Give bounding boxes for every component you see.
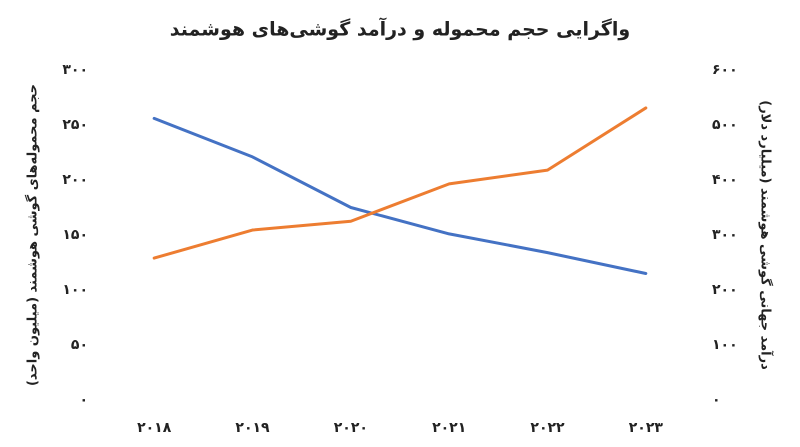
x-tick-label: ۲۰۲۳	[629, 420, 664, 436]
y-tick-label: ۰	[79, 392, 88, 408]
x-tick-label: ۲۰۲۱	[432, 420, 466, 436]
series-line	[152, 106, 648, 260]
x-tick-label: ۲۰۱۸	[137, 420, 172, 436]
y-axis-title: حجم محموله‌های گوشی هوشمند (میلیون واحد)	[25, 84, 41, 386]
y-tick-label: ۳۰۰	[62, 62, 88, 78]
y2-tick-label: ۱۰۰	[712, 337, 738, 353]
y-tick-label: ۲۵۰	[62, 117, 88, 133]
series-line	[152, 116, 648, 275]
y-tick-label: ۱۵۰	[62, 227, 88, 243]
y-tick-label: ۵۰	[71, 337, 88, 353]
y2-tick-label: ۵۰۰	[712, 117, 738, 133]
y-tick-label: ۲۰۰	[62, 172, 88, 188]
x-tick-label: ۲۰۲۲	[530, 420, 565, 436]
x-tick-label: ۲۰۱۹	[235, 420, 270, 436]
y2-tick-label: ۲۰۰	[712, 282, 738, 298]
y2-axis-title: درآمد جهانی گوشی هوشمند (میلیارد دلار)	[758, 100, 775, 370]
y2-tick-label: ۴۰۰	[712, 172, 738, 188]
y2-tick-label: ۳۰۰	[712, 227, 738, 243]
y2-tick-label: ۰	[712, 392, 721, 408]
y2-tick-label: ۶۰۰	[712, 62, 738, 78]
y-tick-label: ۱۰۰	[62, 282, 88, 298]
chart-title: واگرایی حجم محموله و درآمد گوشی‌های هوشم…	[170, 17, 630, 41]
x-tick-label: ۲۰۲۰	[334, 420, 368, 436]
